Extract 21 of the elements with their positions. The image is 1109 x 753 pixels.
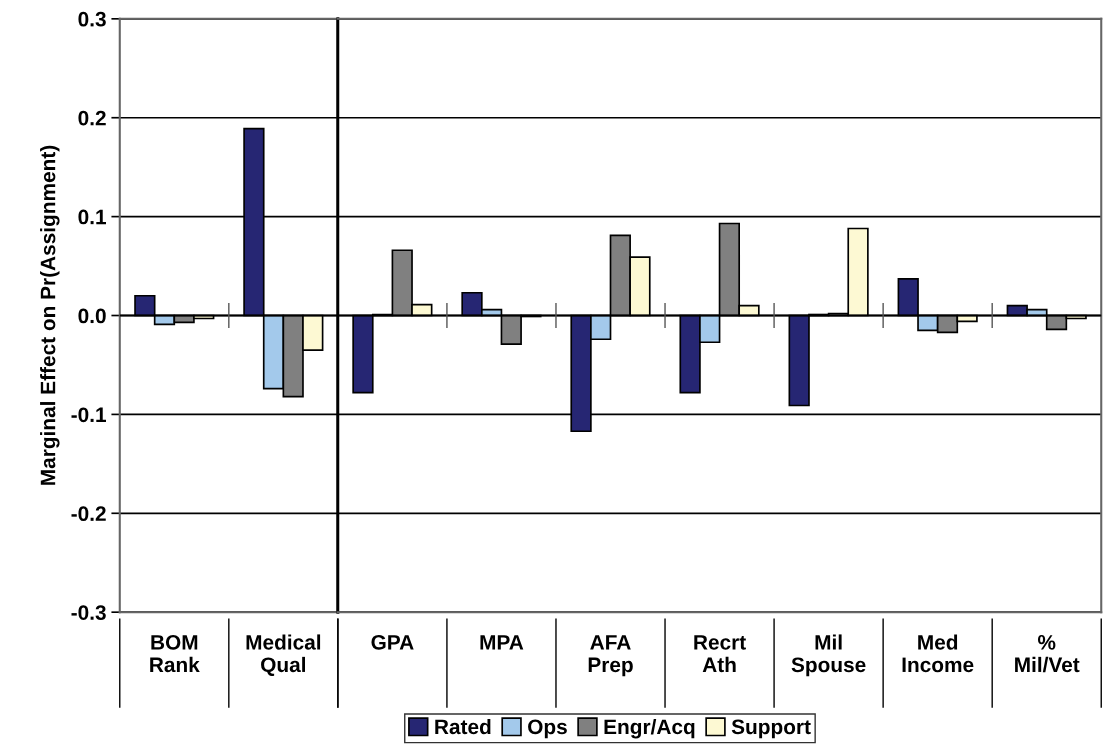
x-tick-label: Med Income — [902, 634, 974, 673]
x-tick-label: Medical Qual — [246, 634, 321, 677]
legend-label: Engr/Acq — [604, 718, 695, 739]
x-tick-label: BOM Rank — [150, 634, 200, 673]
y-tick-label: 0.0 — [78, 308, 106, 324]
x-tick-label: AFA Prep — [588, 635, 633, 677]
x-tick-label: GPA — [371, 634, 414, 650]
y-tick-label: -0.1 — [71, 407, 106, 423]
y-tick-label: -0.3 — [71, 605, 106, 620]
legend-label: Ops — [528, 719, 567, 739]
y-axis-title: Marginal Effect on Pr(Assignment) — [40, 145, 60, 485]
y-tick-label: 0.1 — [78, 209, 106, 225]
y-tick-label: 0.2 — [78, 110, 106, 126]
y-tick-label: 0.3 — [78, 11, 106, 27]
x-tick-label: Mil Spouse — [791, 634, 866, 677]
y-tick-label: -0.2 — [71, 506, 106, 522]
x-tick-label: % Mil/Vet — [1015, 635, 1080, 673]
legend-label: Support — [731, 719, 811, 739]
x-tick-label: Recrt Ath — [694, 635, 746, 673]
legend-label: Rated — [435, 718, 491, 735]
x-tick-label: MPA — [480, 635, 524, 650]
